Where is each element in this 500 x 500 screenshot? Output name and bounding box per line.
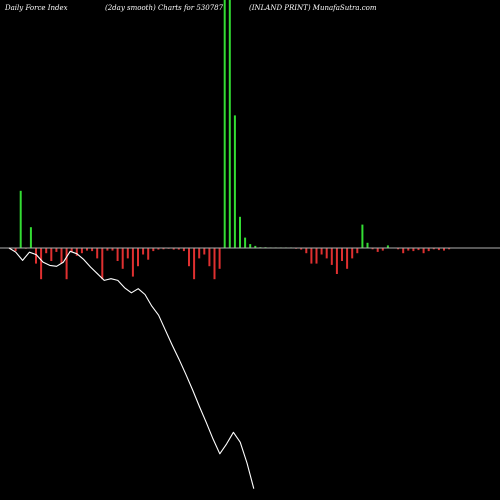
force-bar — [101, 248, 104, 280]
force-bar — [233, 115, 236, 249]
force-bar — [137, 248, 139, 267]
force-bar — [402, 248, 405, 254]
force-bar — [35, 248, 37, 264]
force-bar — [86, 248, 88, 251]
force-bar — [55, 248, 58, 252]
force-bar — [14, 248, 17, 252]
force-bar — [50, 248, 53, 261]
force-bar — [239, 216, 241, 248]
force-bar — [162, 248, 165, 250]
force-bar — [300, 248, 303, 250]
force-bar — [177, 248, 180, 250]
force-bar — [157, 248, 160, 250]
force-bar — [437, 248, 440, 251]
force-bar — [208, 248, 211, 267]
force-bar — [386, 245, 389, 248]
force-bar — [213, 248, 216, 280]
force-bar — [96, 248, 99, 259]
force-bar — [412, 248, 415, 252]
force-bar — [70, 248, 73, 252]
force-bar — [188, 248, 190, 267]
force-bar — [172, 248, 175, 250]
force-bar — [40, 248, 43, 280]
force-bar — [193, 248, 196, 280]
force-bar — [126, 248, 129, 259]
force-bar — [111, 248, 114, 251]
force-bar — [320, 248, 323, 255]
force-bar — [244, 237, 247, 248]
force-bar — [346, 248, 349, 269]
force-bar — [203, 248, 206, 255]
force-bar — [351, 248, 354, 259]
force-bar — [417, 248, 420, 251]
force-bar — [443, 248, 445, 251]
force-bar — [198, 248, 201, 259]
force-bar — [29, 227, 32, 248]
force-bar — [361, 224, 364, 248]
force-bar — [45, 248, 48, 254]
chart-header-right: (INLAND PRINT) MunafaSutra.com — [249, 4, 377, 12]
force-bar — [432, 248, 435, 250]
chart-header-middle: (2day smooth) Charts for 530787 — [105, 4, 224, 12]
force-bar — [310, 248, 313, 264]
force-bar — [315, 248, 318, 264]
force-bars — [9, 0, 451, 280]
force-bar — [448, 248, 451, 250]
force-bar — [116, 248, 119, 261]
force-bar — [305, 248, 308, 254]
force-bar — [422, 248, 425, 254]
force-bar — [335, 248, 338, 274]
force-bar — [407, 248, 410, 251]
force-bar — [65, 248, 68, 280]
force-bar — [341, 248, 343, 261]
force-bar — [182, 248, 185, 252]
force-bar — [80, 248, 83, 254]
force-bar — [356, 248, 359, 254]
force-bar — [19, 190, 22, 248]
force-bar — [223, 0, 226, 248]
force-bar — [121, 248, 124, 269]
force-bar — [381, 248, 384, 251]
force-bar — [75, 248, 78, 256]
force-bar — [152, 248, 155, 252]
force-bar — [147, 248, 150, 260]
force-bar — [366, 242, 369, 248]
force-bar — [330, 248, 333, 265]
force-bar — [228, 0, 231, 248]
force-bar — [376, 248, 379, 252]
force-bar — [131, 248, 134, 277]
force-bar — [106, 248, 109, 251]
force-bar — [218, 248, 221, 269]
force-bar — [254, 245, 257, 248]
force-bar — [142, 248, 145, 255]
force-bar — [325, 248, 328, 259]
force-bar — [60, 248, 63, 264]
force-bar — [397, 248, 400, 250]
force-bar — [427, 248, 430, 252]
force-bar — [91, 248, 94, 252]
smoothed-line — [8, 247, 255, 489]
chart-header-left: Daily Force Index — [5, 4, 68, 12]
force-bar — [371, 248, 374, 250]
force-bar — [249, 244, 252, 248]
